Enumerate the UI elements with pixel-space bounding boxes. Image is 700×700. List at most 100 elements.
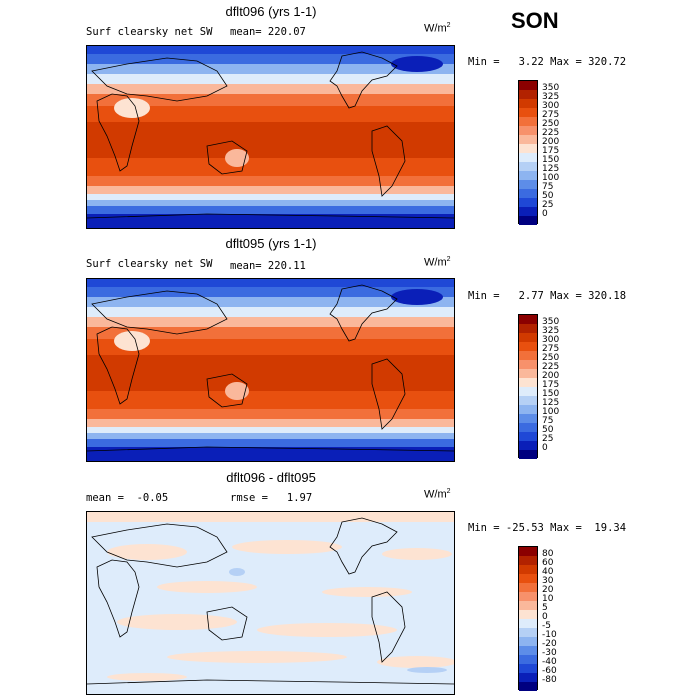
colorbar-swatch [519,135,537,144]
panel-1-map [86,45,455,229]
colorbar-swatch [519,637,537,646]
panel-2-map [86,278,455,462]
panel-2-units: W/m2 [424,256,451,269]
colorbar-swatch [519,198,537,207]
panel-3-units: W/m2 [424,488,451,501]
colorbar-swatch [519,441,537,450]
panel-2-minmax: Min = 2.77 Max = 320.18 [468,290,627,302]
colorbar-swatch [519,360,537,369]
colorbar-swatch [519,180,537,189]
colorbar-tick-label: 100 [542,173,560,183]
colorbar-tick-label: -80 [542,675,557,685]
colorbar-tick-label: 0 [542,209,548,219]
panel-1-map-field [87,46,454,228]
colorbar-swatch [519,655,537,664]
colorbar-tick-label: 175 [542,146,560,156]
colorbar-tick-label: -60 [542,666,557,676]
colorbar-tick-label: 125 [542,398,560,408]
panel-1-colorbar: 350 325 300 275 250 225 200 175 150 125 100 75 50 25 0 [518,80,559,225]
colorbar-tick-label: 300 [542,335,560,345]
colorbar-swatch [519,646,537,655]
colorbar-tick-label: 0 [542,443,548,453]
colorbar-tick-label: 275 [542,344,560,354]
colorbar-tick-label: 325 [542,92,560,102]
colorbar-tick-label: 175 [542,380,560,390]
colorbar-swatch [519,99,537,108]
panel-2-map-field [87,279,454,461]
colorbar-tick-label: 275 [542,110,560,120]
colorbar-tick-label: -5 [542,621,551,631]
colorbar-tick-label: 325 [542,326,560,336]
colorbar-tick-label: 225 [542,128,560,138]
colorbar-tick-label: 30 [542,576,554,586]
colorbar-swatch [519,601,537,610]
colorbar-tick-label: 75 [542,182,554,192]
colorbar-swatch [519,153,537,162]
colorbar-swatch [519,189,537,198]
colorbar-tick-label: -20 [542,639,557,649]
colorbar-tick-label: 0 [542,612,548,622]
colorbar-swatch [519,126,537,135]
colorbar-tick-label: 225 [542,362,560,372]
colorbar-swatch [519,162,537,171]
panel-1-mean-label: mean= 220.07 [230,26,306,38]
colorbar-swatch [519,423,537,432]
colorbar-swatch [519,324,537,333]
colorbar-swatch [519,450,537,459]
colorbar-tick-label: 150 [542,155,560,165]
panel-3-minmax: Min = -25.53 Max = 19.34 [468,522,627,534]
panel-3-rmse-label: rmse = 1.97 [230,492,313,504]
colorbar-swatch [519,81,537,90]
panel-3-map [86,511,455,695]
colorbar-swatch [519,432,537,441]
panel-1-title: dflt096 (yrs 1-1) [225,4,317,19]
colorbar-tick-label: 150 [542,389,560,399]
colorbar-swatch [519,108,537,117]
colorbar-tick-label: 200 [542,137,560,147]
colorbar-tick-label: 200 [542,371,560,381]
colorbar-swatch [519,682,537,691]
panel-1-minmax: Min = 3.22 Max = 320.72 [468,56,627,68]
panel-1-units: W/m2 [424,22,451,35]
colorbar-swatch [519,351,537,360]
colorbar-tick-label: -30 [542,648,557,658]
colorbar-swatch [519,342,537,351]
colorbar-swatch [519,144,537,153]
colorbar-swatch [519,396,537,405]
colorbar-tick-label: 100 [542,407,560,417]
colorbar-swatch [519,378,537,387]
colorbar-tick-label: 125 [542,164,560,174]
panel-2-colorbar-swatches [518,314,538,459]
colorbar-swatch [519,387,537,396]
colorbar-tick-label: 10 [542,594,554,604]
panel-3-map-field [87,512,454,694]
panel-3-title: dflt096 - dflt095 [226,470,316,485]
panel-2-title: dflt095 (yrs 1-1) [225,236,317,251]
colorbar-tick-label: 5 [542,603,548,613]
colorbar-tick-label: 300 [542,101,560,111]
colorbar-swatch [519,414,537,423]
colorbar-swatch [519,583,537,592]
colorbar-swatch [519,315,537,324]
colorbar-swatch [519,207,537,216]
colorbar-tick-label: 50 [542,191,554,201]
colorbar-tick-label: 350 [542,83,560,93]
colorbar-swatch [519,592,537,601]
colorbar-swatch [519,574,537,583]
colorbar-swatch [519,405,537,414]
panel-3-mean-label: mean = -0.05 [86,492,169,504]
colorbar-swatch [519,369,537,378]
colorbar-tick-label: -40 [542,657,557,667]
colorbar-tick-label: 50 [542,425,554,435]
panel-2-colorbar: 350 325 300 275 250 225 200 175 150 125 100 75 50 25 0 [518,314,559,459]
colorbar-swatch [519,556,537,565]
colorbar-swatch [519,171,537,180]
colorbar-tick-label: 250 [542,353,560,363]
panel-1-colorbar-swatches [518,80,538,225]
colorbar-swatch [519,216,537,225]
panel-3-colorbar: 80 60 40 30 20 10 5 0 -5 -10 -20 -30 -40 -60 -80 [518,546,557,691]
colorbar-tick-label: 75 [542,416,554,426]
colorbar-swatch [519,619,537,628]
panel-1-field-label: Surf clearsky net SW [86,26,213,38]
colorbar-swatch [519,565,537,574]
